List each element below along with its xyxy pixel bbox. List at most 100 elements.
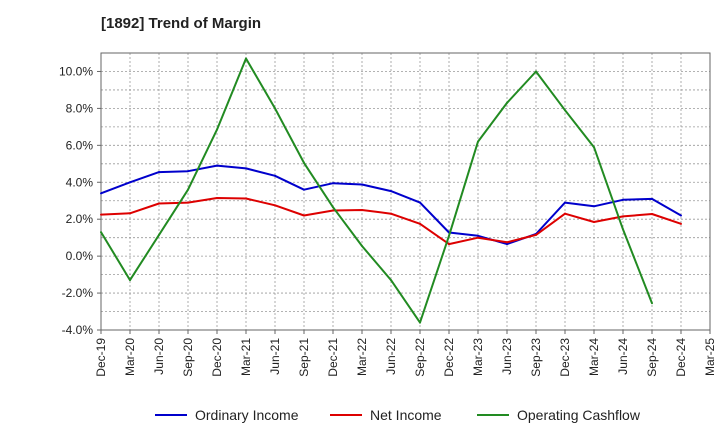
data-point — [158, 233, 160, 236]
data-point — [651, 213, 653, 216]
data-point — [187, 188, 189, 191]
data-point — [361, 244, 363, 247]
data-point — [361, 183, 363, 186]
data-point — [622, 198, 624, 201]
data-point — [506, 101, 508, 104]
data-point — [274, 174, 276, 177]
y-tick-label: 6.0% — [66, 138, 94, 152]
legend-label: Operating Cashflow — [517, 407, 641, 423]
data-point — [332, 206, 334, 209]
data-point — [477, 234, 479, 237]
data-point — [622, 228, 624, 231]
y-tick-label: 2.0% — [66, 212, 94, 226]
data-point — [419, 222, 421, 225]
data-point — [129, 181, 131, 184]
data-point — [187, 170, 189, 173]
data-point — [390, 190, 392, 193]
data-point — [477, 140, 479, 143]
x-tick-label: Dec-24 — [674, 338, 688, 377]
series-lines — [100, 57, 682, 324]
x-tick-label: Jun-24 — [616, 338, 630, 375]
grid — [100, 52, 711, 331]
data-point — [564, 212, 566, 215]
data-point — [448, 243, 450, 246]
data-point — [361, 208, 363, 211]
data-point — [419, 201, 421, 204]
data-point — [477, 236, 479, 239]
legend: Ordinary Income Net Income Operating Cashf… — [155, 407, 641, 423]
data-point — [303, 161, 305, 164]
data-point — [245, 197, 247, 200]
data-point — [506, 241, 508, 244]
data-point — [274, 107, 276, 110]
series-line — [100, 57, 653, 324]
data-point — [506, 243, 508, 246]
data-point — [303, 214, 305, 217]
data-point — [216, 196, 218, 199]
data-point — [274, 204, 276, 207]
x-tick-label: Sep-23 — [529, 338, 543, 377]
legend-item: Operating Cashflow — [477, 407, 641, 423]
data-point — [100, 192, 102, 195]
data-point — [216, 164, 218, 167]
legend-label: Ordinary Income — [195, 407, 299, 423]
x-tick-label: Dec-21 — [326, 338, 340, 377]
plot-frame — [100, 52, 711, 331]
data-point — [593, 146, 595, 149]
data-point — [390, 279, 392, 282]
data-point — [100, 231, 102, 234]
data-point — [332, 182, 334, 185]
axes: -4.0% -2.0% 0.0% 2.0% 4.0% 6.0% 8.0% 10.0% Dec-1… — [59, 52, 717, 377]
x-tick-label: Sep-22 — [413, 338, 427, 377]
x-tick-label: Sep-20 — [181, 338, 195, 377]
data-point — [245, 167, 247, 170]
data-point — [216, 128, 218, 131]
data-point — [419, 321, 421, 324]
x-tick-label: Jun-20 — [152, 338, 166, 375]
data-point — [680, 214, 682, 217]
data-point — [100, 213, 102, 216]
x-tick-label: Mar-20 — [123, 338, 137, 376]
y-tick-label: 10.0% — [59, 64, 93, 78]
data-point — [535, 70, 537, 73]
x-tick-label: Mar-25 — [703, 338, 717, 376]
chart-title: [1892] Trend of Margin — [101, 15, 262, 32]
x-tick-label: Dec-23 — [558, 338, 572, 377]
legend-item: Net Income — [330, 407, 442, 423]
y-tick-label: -4.0% — [62, 323, 94, 337]
data-point — [564, 109, 566, 112]
y-tick-label: 8.0% — [66, 101, 94, 115]
data-point — [651, 197, 653, 200]
legend-label: Net Income — [370, 407, 442, 423]
data-point — [187, 201, 189, 204]
data-point — [448, 234, 450, 237]
data-point — [129, 279, 131, 282]
data-point — [158, 202, 160, 205]
x-tick-label: Jun-23 — [500, 338, 514, 375]
data-point — [245, 57, 247, 60]
legend-item: Ordinary Income — [155, 407, 299, 423]
x-tick-label: Jun-22 — [384, 338, 398, 375]
data-point — [593, 220, 595, 223]
data-point — [593, 205, 595, 208]
x-tick-label: Mar-24 — [587, 338, 601, 376]
x-tick-label: Mar-23 — [471, 338, 485, 376]
data-point — [390, 212, 392, 215]
data-point — [158, 171, 160, 174]
data-point — [535, 233, 537, 236]
x-tick-label: Dec-20 — [210, 338, 224, 377]
data-point — [680, 222, 682, 225]
x-tick-label: Sep-24 — [645, 338, 659, 377]
y-tick-label: 4.0% — [66, 175, 94, 189]
series-2 — [100, 57, 653, 324]
data-point — [622, 215, 624, 218]
x-tick-label: Mar-22 — [355, 338, 369, 376]
y-tick-label: 0.0% — [66, 249, 94, 263]
data-point — [332, 209, 334, 212]
x-tick-label: Dec-22 — [442, 338, 456, 377]
series-1 — [100, 196, 682, 246]
data-point — [129, 212, 131, 215]
x-tick-label: Sep-21 — [297, 338, 311, 377]
